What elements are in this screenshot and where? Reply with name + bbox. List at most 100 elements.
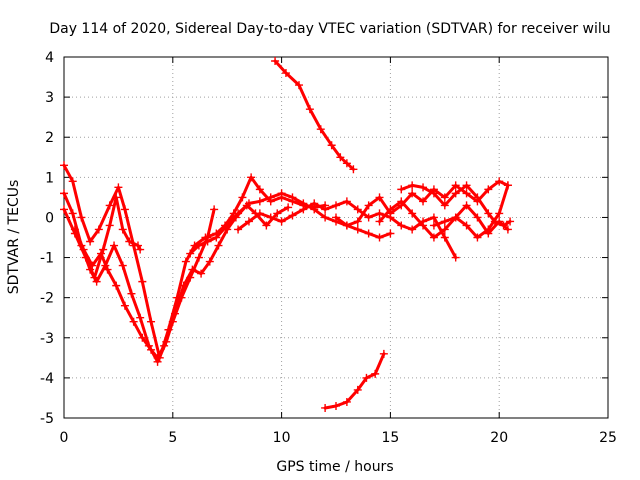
- data-point: [451, 213, 460, 222]
- data-point: [375, 233, 384, 242]
- data-point: [473, 193, 482, 202]
- data-point: [77, 213, 86, 222]
- data-point: [138, 333, 147, 342]
- data-point: [364, 229, 373, 238]
- data-point: [495, 177, 504, 186]
- data-point: [234, 209, 243, 218]
- data-point: [88, 261, 97, 270]
- data-point: [336, 153, 345, 162]
- y-tick-label: -5: [40, 411, 54, 427]
- series-track-5: [186, 189, 395, 258]
- data-point: [210, 205, 219, 214]
- data-point: [332, 201, 340, 210]
- data-point: [90, 273, 99, 282]
- data-point: [429, 213, 438, 222]
- data-point: [238, 193, 247, 202]
- data-point: [342, 159, 351, 168]
- data-point: [266, 193, 275, 202]
- data-point: [273, 209, 282, 218]
- data-point: [129, 317, 138, 326]
- data-point: [214, 241, 223, 250]
- data-point: [103, 265, 112, 274]
- data-point: [223, 221, 232, 230]
- data-point: [353, 225, 362, 234]
- data-point: [499, 221, 508, 230]
- data-point: [271, 57, 280, 66]
- y-tick-label: -1: [40, 251, 54, 267]
- data-point: [484, 185, 493, 194]
- data-series: [60, 57, 515, 412]
- data-point: [244, 217, 253, 226]
- data-point: [120, 301, 129, 310]
- data-point: [203, 237, 212, 246]
- data-point: [186, 249, 195, 258]
- data-point: [342, 197, 351, 206]
- data-point: [375, 209, 384, 218]
- plot-frame: [63, 56, 609, 419]
- data-point: [462, 221, 471, 230]
- series-line: [73, 207, 216, 360]
- y-tick-label: 3: [45, 90, 54, 106]
- data-point: [94, 225, 103, 234]
- series-track-10: [375, 197, 512, 242]
- data-point: [451, 181, 460, 190]
- data-point: [105, 201, 114, 210]
- data-point: [408, 209, 417, 218]
- data-point: [371, 369, 380, 378]
- data-point: [136, 245, 145, 254]
- data-point: [375, 193, 384, 202]
- data-point: [60, 189, 68, 198]
- data-point: [105, 221, 114, 230]
- data-point: [321, 205, 330, 214]
- data-point: [503, 225, 512, 234]
- x-tick-label: 25: [599, 430, 617, 446]
- y-tick-label: 0: [45, 210, 54, 226]
- data-point: [160, 341, 169, 350]
- data-point: [379, 349, 388, 358]
- data-point: [60, 161, 68, 170]
- data-point: [353, 217, 362, 226]
- data-point: [362, 373, 371, 382]
- data-point: [255, 185, 264, 194]
- data-point: [484, 225, 493, 234]
- data-point: [147, 345, 156, 354]
- data-point: [440, 201, 449, 210]
- data-point: [462, 189, 471, 198]
- data-point: [353, 385, 362, 394]
- data-point: [92, 277, 101, 286]
- y-tick-label: 2: [45, 130, 54, 146]
- data-point: [408, 181, 417, 190]
- data-point: [429, 221, 438, 230]
- data-point: [136, 313, 145, 322]
- x-axis-label: GPS time / hours: [276, 459, 393, 475]
- data-point: [503, 181, 512, 190]
- data-point: [112, 281, 121, 290]
- data-point: [386, 229, 395, 238]
- x-tick-label: 0: [60, 430, 69, 446]
- data-point: [473, 233, 482, 242]
- data-point: [342, 397, 351, 406]
- data-point: [112, 193, 121, 202]
- data-point: [70, 225, 79, 234]
- data-point: [440, 217, 449, 226]
- data-point: [68, 177, 77, 186]
- data-point: [440, 233, 449, 242]
- x-tick-label: 20: [490, 430, 508, 446]
- data-point: [96, 249, 105, 258]
- data-point: [321, 213, 330, 222]
- data-point: [429, 189, 438, 198]
- data-point: [349, 165, 358, 174]
- data-point: [153, 353, 162, 362]
- series-track-8: [321, 349, 388, 412]
- data-point: [68, 209, 77, 218]
- data-point: [262, 221, 271, 230]
- data-point: [310, 199, 319, 208]
- data-point: [120, 205, 129, 214]
- data-point: [316, 125, 325, 134]
- series-line: [273, 59, 355, 171]
- data-point: [114, 183, 123, 192]
- y-tick-label: -2: [40, 291, 54, 307]
- data-point: [247, 173, 256, 182]
- data-point: [397, 185, 406, 194]
